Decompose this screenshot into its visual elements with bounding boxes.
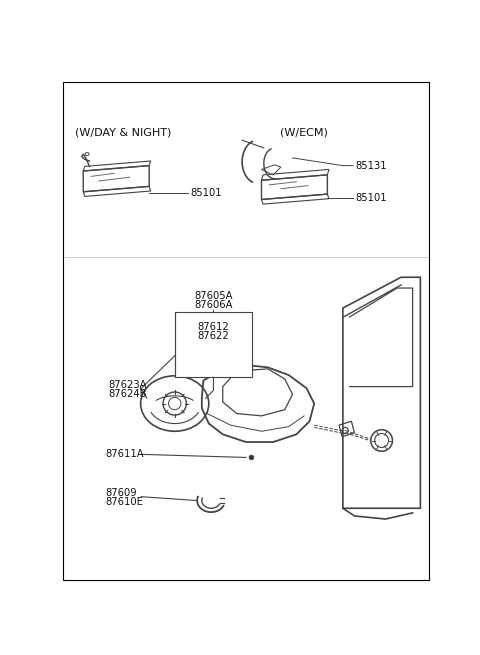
Text: (W/DAY & NIGHT): (W/DAY & NIGHT) (75, 128, 172, 138)
Ellipse shape (249, 455, 254, 460)
Text: 85101: 85101 (190, 187, 222, 198)
Text: 87609: 87609 (105, 488, 137, 498)
Text: 87606A: 87606A (194, 300, 233, 310)
Text: 87623A: 87623A (108, 380, 146, 390)
Text: 87624B: 87624B (108, 389, 146, 400)
Text: 87611A: 87611A (105, 449, 144, 459)
Text: 87612: 87612 (198, 322, 229, 331)
Text: 85131: 85131 (355, 160, 387, 170)
Text: 87610E: 87610E (105, 497, 143, 507)
Text: 85101: 85101 (355, 193, 387, 203)
Text: (W/ECM): (W/ECM) (280, 128, 328, 138)
Bar (175, 312, 252, 377)
Text: 87605A: 87605A (194, 291, 233, 301)
Text: 87622: 87622 (198, 331, 229, 341)
